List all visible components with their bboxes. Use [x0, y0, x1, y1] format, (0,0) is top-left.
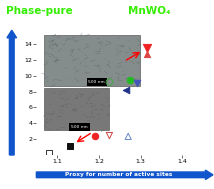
Point [93, 134, 97, 137]
Text: Rate of propane oxidation: Rate of propane oxidation [0, 51, 5, 138]
Text: MnWO₄: MnWO₄ [128, 6, 171, 16]
Point [68, 145, 71, 148]
Point [145, 46, 149, 50]
Point [145, 52, 149, 55]
Text: Phase-pure: Phase-pure [6, 6, 73, 16]
FancyBboxPatch shape [44, 88, 108, 130]
FancyBboxPatch shape [44, 35, 140, 86]
Text: 500 nm: 500 nm [88, 80, 105, 84]
Text: Proxy for number of active sites: Proxy for number of active sites [65, 172, 172, 177]
Point [135, 81, 138, 84]
Point [126, 135, 130, 138]
Point [108, 134, 111, 137]
Point [124, 88, 128, 91]
Point [47, 151, 51, 154]
Point [129, 78, 132, 81]
Text: 500 nm: 500 nm [71, 125, 88, 129]
Point [108, 81, 111, 84]
